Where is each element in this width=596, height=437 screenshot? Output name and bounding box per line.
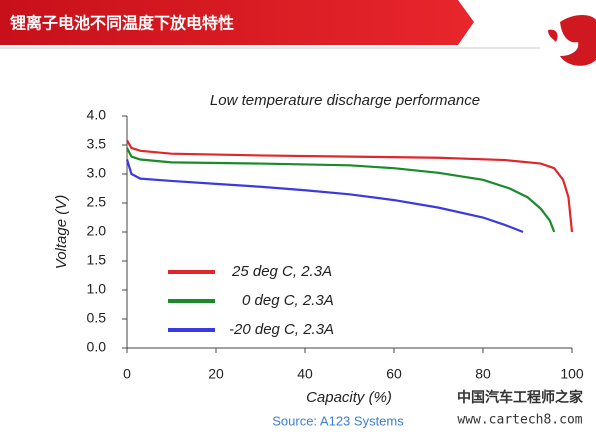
y-tick-label: 3.5 [87,136,107,152]
legend-label: -20 deg C, 2.3A [229,321,334,338]
watermark-text: 中国汽车工程师之家 [457,389,584,406]
y-axis-label: Voltage (V) [53,195,70,269]
legend-label: 0 deg C, 2.3A [242,292,334,309]
slide-title: 锂离子电池不同温度下放电特性 [10,14,234,33]
y-tick-label: 0.0 [87,339,107,355]
y-tick-label: 1.5 [87,252,107,268]
series-line [125,159,524,234]
y-tick-label: 1.0 [87,281,107,297]
chart-title: Low temperature discharge performance [210,92,480,109]
y-tick-label: 4.0 [87,107,107,123]
x-axis-label: Capacity (%) [306,389,392,406]
logo [548,15,596,66]
source: Source: A123 Systems [272,413,404,428]
x-tick-label: 100 [560,366,584,382]
watermark-url: www.cartech8.com [457,413,582,428]
x-tick-label: 20 [208,366,224,382]
x-tick-label: 60 [386,366,402,382]
x-tick-label: 0 [123,366,131,382]
y-tick-label: 3.0 [87,165,107,181]
legend-label: 25 deg C, 2.3A [231,263,332,280]
series-line [126,147,556,233]
y-tick-label: 2.0 [87,223,107,239]
y-tick-label: 0.5 [87,310,107,326]
x-tick-label: 80 [475,366,491,382]
y-tick-label: 2.5 [87,194,107,210]
title-banner [0,0,474,45]
x-tick-label: 40 [297,366,313,382]
series-line [126,139,574,233]
